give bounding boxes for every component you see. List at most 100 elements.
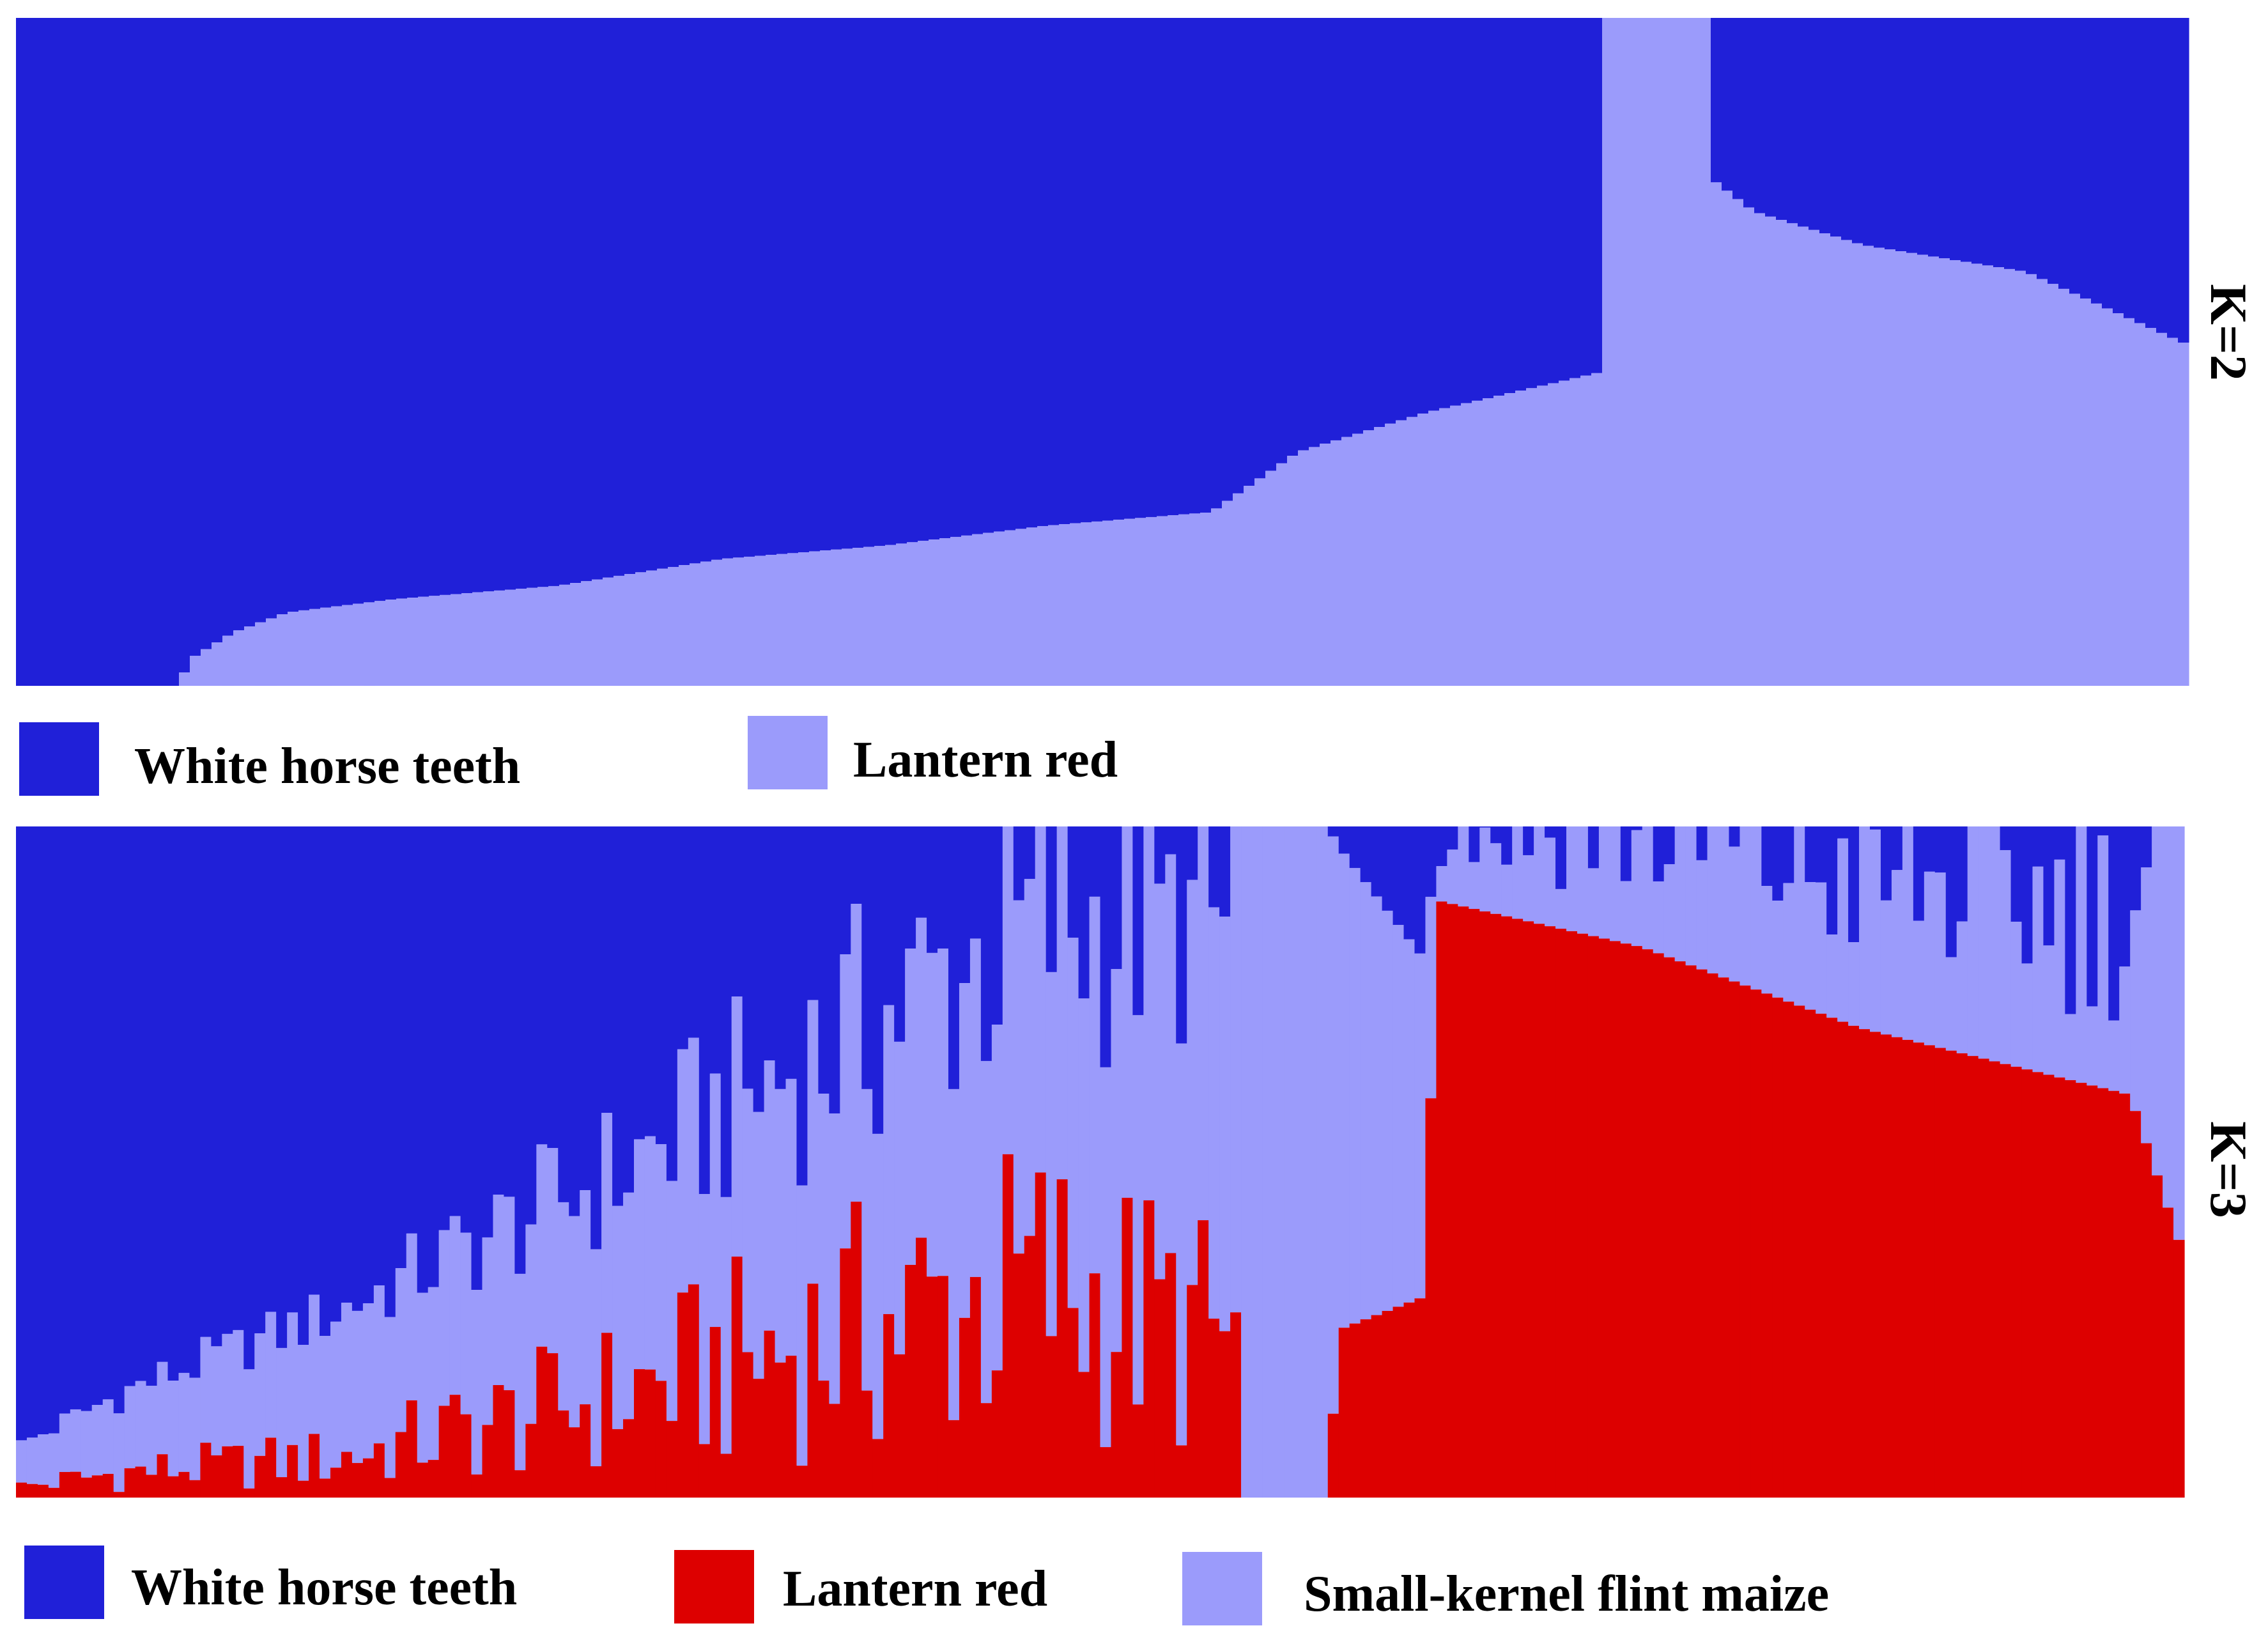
k3-bar-small-kernel-flint-maize [1750, 826, 1762, 990]
k3-bar-lantern-red [373, 1443, 385, 1498]
k3-bar-lantern-red [2108, 1090, 2120, 1498]
k3-bar-small-kernel-flint-maize [460, 1232, 472, 1414]
k2-bar-white-horse-teeth [907, 18, 918, 543]
k3-bar-lantern-red [2021, 1069, 2033, 1498]
k3-bar-lantern-red [569, 1427, 580, 1498]
k3-bar-lantern-red [1002, 1154, 1014, 1498]
k2-bar-white-horse-teeth [755, 18, 766, 556]
k3-bar-lantern-red [959, 1317, 971, 1498]
k2-bar-lantern-red [483, 591, 495, 686]
k3-bar-lantern-red [1718, 977, 1730, 1498]
k3-bar-small-kernel-flint-maize [243, 1369, 255, 1489]
k2-bar-lantern-red [657, 568, 668, 686]
k2-bar-white-horse-teeth [1211, 18, 1223, 509]
k3-bar-white-horse-teeth [2130, 826, 2141, 911]
k3-bar-white-horse-teeth [1837, 826, 1849, 839]
k2-bar-white-horse-teeth [624, 18, 636, 575]
k3-bar-lantern-red [709, 1327, 721, 1498]
k3-bar-small-kernel-flint-maize [1078, 998, 1090, 1372]
k3-bar-lantern-red [612, 1429, 624, 1498]
k3-bar-lantern-red [37, 1484, 49, 1498]
k2-bar-lantern-red [2048, 284, 2059, 686]
k2-bar-white-horse-teeth [1222, 18, 1233, 501]
k3-bar-lantern-red [2076, 1083, 2087, 1498]
k3-bar-small-kernel-flint-maize [1122, 826, 1133, 1198]
k3-bar-small-kernel-flint-maize [720, 1197, 732, 1454]
k3-bar-lantern-red [91, 1475, 104, 1498]
k3-bar-small-kernel-flint-maize [417, 1292, 429, 1463]
k3-bar-lantern-red [309, 1434, 320, 1498]
k3-bar-small-kernel-flint-maize [2087, 1006, 2098, 1086]
k3-bar-white-horse-teeth [298, 826, 309, 1345]
k2-bar-white-horse-teeth [1754, 18, 1766, 213]
k3-bar-small-kernel-flint-maize [59, 1413, 71, 1472]
k2-bar-white-horse-teeth [38, 18, 49, 686]
k3-bar-white-horse-teeth [905, 826, 916, 949]
k2-bar-white-horse-teeth [1450, 18, 1462, 406]
k3-bar-white-horse-teeth [2097, 826, 2109, 835]
k3-bar-small-kernel-flint-maize [980, 1060, 992, 1404]
k2-bar-lantern-red [1613, 18, 1624, 686]
k2-bar-lantern-red [396, 598, 408, 686]
k3-bar-small-kernel-flint-maize [113, 1413, 125, 1492]
k3-bar-small-kernel-flint-maize [1707, 826, 1719, 973]
k3-bar-lantern-red [482, 1425, 494, 1498]
k2-bar-lantern-red [1961, 261, 1972, 686]
k2-bar-white-horse-teeth [722, 18, 734, 559]
k3-bar-small-kernel-flint-maize [2108, 1020, 2120, 1091]
k2-bar-white-horse-teeth [407, 18, 419, 598]
k2-bar-lantern-red [505, 589, 516, 686]
k2-bar-white-horse-teeth [939, 18, 951, 539]
k3-bar-small-kernel-flint-maize [677, 1049, 689, 1293]
k2-bar-lantern-red [559, 584, 571, 686]
k3-bar-small-kernel-flint-maize [1479, 827, 1491, 911]
k2-bar-white-horse-teeth [679, 18, 690, 566]
k2-bar-lantern-red [1026, 527, 1038, 686]
k3-bar-small-kernel-flint-maize [612, 1205, 624, 1429]
k3-bar-small-kernel-flint-maize [1934, 872, 1947, 1048]
k3-bar-small-kernel-flint-maize [1045, 972, 1058, 1337]
k2-legend-label-lantern-red: Lantern red [853, 732, 1118, 788]
k3-bar-white-horse-teeth [536, 826, 548, 1145]
k2-bar-white-horse-teeth [418, 18, 429, 597]
k3-bar-white-horse-teeth [16, 826, 27, 1441]
k3-bar-white-horse-teeth [91, 826, 104, 1406]
k2-bar-lantern-red [440, 594, 451, 686]
k2-bar-lantern-red [1222, 500, 1233, 686]
k3-bar-small-kernel-flint-maize [1772, 901, 1784, 998]
k2-bar-white-horse-teeth [2145, 18, 2157, 329]
k3-bar-lantern-red [1967, 1056, 1979, 1498]
k3-bar-small-kernel-flint-maize [1154, 883, 1166, 1280]
k3-bar-small-kernel-flint-maize [688, 1037, 700, 1285]
k3-bar-small-kernel-flint-maize [634, 1139, 645, 1370]
k3-bar-small-kernel-flint-maize [514, 1273, 526, 1471]
k2-bar-lantern-red [624, 574, 636, 686]
k3-bar-small-kernel-flint-maize [1219, 917, 1231, 1331]
k2-bar-white-horse-teeth [70, 18, 82, 686]
k2-bar-white-horse-teeth [1385, 18, 1396, 424]
k3-bar-lantern-red [634, 1369, 645, 1498]
k3-bar-lantern-red [395, 1432, 407, 1498]
k3-bar-small-kernel-flint-maize [1523, 855, 1534, 922]
k2-bar-white-horse-teeth [1363, 18, 1375, 431]
k2-bar-white-horse-teeth [1961, 18, 1972, 262]
k2-bar-lantern-red [179, 672, 190, 686]
k3-bar-lantern-red [969, 1276, 982, 1498]
k2-bar-white-horse-teeth [451, 18, 462, 594]
k2-bar-lantern-red [1765, 216, 1777, 686]
k3-bar-lantern-red [1945, 1050, 1957, 1498]
k3-bar-small-kernel-flint-maize [1143, 826, 1155, 1200]
k3-bar-lantern-red [720, 1453, 732, 1498]
k3-bar-small-kernel-flint-maize [1230, 826, 1242, 1313]
k3-bar-white-horse-teeth [1100, 826, 1112, 1067]
k2-bar-lantern-red [1200, 513, 1212, 686]
k3-bar-white-horse-teeth [927, 826, 938, 953]
k3-bar-white-horse-teeth [601, 826, 613, 1113]
k3-bar-small-kernel-flint-maize [1512, 826, 1524, 919]
k2-bar-lantern-red [1493, 396, 1505, 686]
k2-bar-white-horse-teeth [994, 18, 1005, 532]
k3-bar-lantern-red [547, 1353, 559, 1498]
k3-bar-lantern-red [1566, 931, 1578, 1498]
k2-bar-lantern-red [2058, 288, 2070, 686]
k2-bar-white-horse-teeth [1798, 18, 1809, 227]
